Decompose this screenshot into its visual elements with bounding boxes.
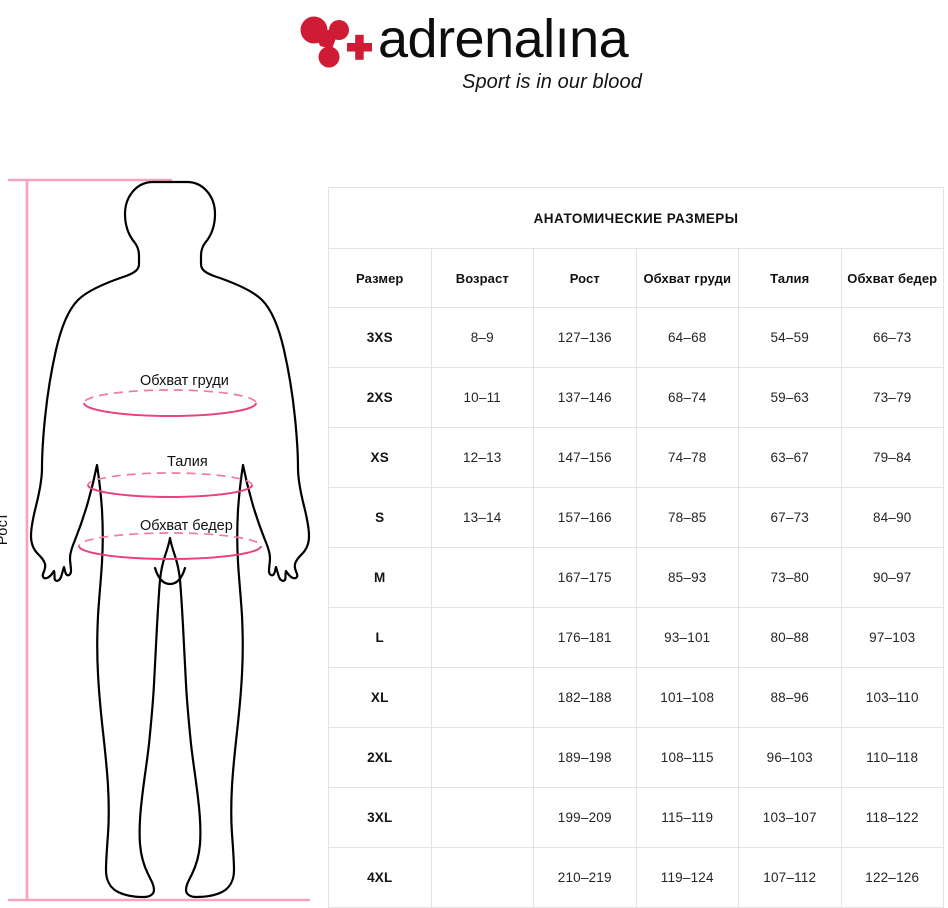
cell-height: 127–136 (533, 307, 637, 368)
cell-waist: 54–59 (738, 307, 842, 368)
cell-chest: 108–115 (635, 727, 739, 788)
cell-waist: 73–80 (738, 547, 842, 608)
waist-measure-label: Талия (167, 454, 208, 470)
cell-hips: 84–90 (840, 487, 944, 548)
table-column-header-row: Размер Возраст Рост Обхват груди Талия О… (328, 248, 944, 308)
anatomical-size-table: АНАТОМИЧЕСКИЕ РАЗМЕРЫ Размер Возраст Рос… (328, 187, 944, 908)
column-header-age: Возраст (430, 248, 534, 308)
cell-waist: 96–103 (738, 727, 842, 788)
size-table-container: АНАТОМИЧЕСКИЕ РАЗМЕРЫ Размер Возраст Рос… (328, 187, 944, 908)
table-row: 3XS 8–9 127–136 64–68 54–59 66–73 (328, 307, 944, 368)
hips-measure-label: Обхват бедер (140, 518, 233, 534)
cell-height: 189–198 (533, 727, 637, 788)
cell-hips: 118–122 (840, 787, 944, 848)
cell-age (430, 847, 534, 908)
table-body: 3XS 8–9 127–136 64–68 54–59 66–73 2XS 10–11 137–… (328, 307, 944, 908)
cell-age: 12–13 (430, 427, 534, 488)
cell-chest: 78–85 (635, 487, 739, 548)
cell-chest: 115–119 (635, 787, 739, 848)
cell-waist: 107–112 (738, 847, 842, 908)
cell-size: 2XS (328, 367, 432, 428)
chest-measure-ellipse (83, 389, 257, 417)
table-row: S 13–14 157–166 78–85 67–73 84–90 (328, 487, 944, 548)
cell-age (430, 607, 534, 668)
adrenalina-molecule-plus-icon (300, 16, 372, 68)
cell-waist: 80–88 (738, 607, 842, 668)
cell-age: 13–14 (430, 487, 534, 548)
cell-height: 199–209 (533, 787, 637, 848)
cell-size: XL (328, 667, 432, 728)
brand-logo: adrenalına Sport is in our blood (296, 9, 676, 98)
table-row: 3XL 199–209 115–119 103–107 118–122 (328, 787, 944, 848)
cell-chest: 74–78 (635, 427, 739, 488)
cell-size: S (328, 487, 432, 548)
cell-hips: 110–118 (840, 727, 944, 788)
cell-hips: 122–126 (840, 847, 944, 908)
cell-size: XS (328, 427, 432, 488)
cell-hips: 103–110 (840, 667, 944, 728)
brand-header: adrenalına Sport is in our blood (0, 0, 948, 110)
cell-height: 147–156 (533, 427, 637, 488)
column-header-size: Размер (328, 248, 432, 308)
cell-size: 3XL (328, 787, 432, 848)
cell-age (430, 547, 534, 608)
cell-chest: 119–124 (635, 847, 739, 908)
column-header-hips: Обхват бедер (840, 248, 944, 308)
table-row: 4XL 210–219 119–124 107–112 122–126 (328, 847, 944, 908)
cell-hips: 73–79 (840, 367, 944, 428)
column-header-chest: Обхват груди (635, 248, 739, 308)
cell-age: 10–11 (430, 367, 534, 428)
table-row: M 167–175 85–93 73–80 90–97 (328, 547, 944, 608)
cell-waist: 88–96 (738, 667, 842, 728)
cell-height: 210–219 (533, 847, 637, 908)
cell-size: 2XL (328, 727, 432, 788)
cell-chest: 101–108 (635, 667, 739, 728)
cell-size: L (328, 607, 432, 668)
cell-size: 3XS (328, 307, 432, 368)
table-row: 2XL 189–198 108–115 96–103 110–118 (328, 727, 944, 788)
cell-height: 167–175 (533, 547, 637, 608)
cell-chest: 85–93 (635, 547, 739, 608)
cell-size: M (328, 547, 432, 608)
cell-height: 176–181 (533, 607, 637, 668)
cell-waist: 103–107 (738, 787, 842, 848)
table-title-row: АНАТОМИЧЕСКИЕ РАЗМЕРЫ (328, 187, 944, 249)
human-body-outline-svg (8, 178, 311, 902)
waist-measure-ellipse (87, 472, 253, 498)
table-head: АНАТОМИЧЕСКИЕ РАЗМЕРЫ Размер Возраст Рос… (328, 187, 944, 308)
body-measurement-diagram: Обхват груди Талия Обхват бедер Рост (0, 150, 328, 904)
cell-chest: 64–68 (635, 307, 739, 368)
cell-age (430, 787, 534, 848)
cell-hips: 79–84 (840, 427, 944, 488)
chest-measure-label: Обхват груди (140, 373, 229, 389)
brand-wordmark: adrenalına (378, 9, 629, 69)
cell-waist: 59–63 (738, 367, 842, 428)
table-title: АНАТОМИЧЕСКИЕ РАЗМЕРЫ (328, 187, 944, 249)
table-row: XS 12–13 147–156 74–78 63–67 79–84 (328, 427, 944, 488)
cell-hips: 66–73 (840, 307, 944, 368)
body-silhouette-path (29, 180, 311, 899)
hips-measure-ellipse (78, 532, 262, 560)
cell-age: 8–9 (430, 307, 534, 368)
height-measure-label: Рост (0, 512, 12, 546)
table-row: L 176–181 93–101 80–88 97–103 (328, 607, 944, 668)
cell-size: 4XL (328, 847, 432, 908)
table-row: XL 182–188 101–108 88–96 103–110 (328, 667, 944, 728)
cell-height: 182–188 (533, 667, 637, 728)
column-header-height: Рост (533, 248, 637, 308)
column-header-waist: Талия (738, 248, 842, 308)
cell-waist: 67–73 (738, 487, 842, 548)
cell-chest: 68–74 (635, 367, 739, 428)
cell-age (430, 667, 534, 728)
height-guide-lines (8, 178, 310, 902)
cell-hips: 90–97 (840, 547, 944, 608)
cell-chest: 93–101 (635, 607, 739, 668)
brand-tagline: Sport is in our blood (462, 71, 642, 93)
cell-height: 157–166 (533, 487, 637, 548)
cell-waist: 63–67 (738, 427, 842, 488)
cell-height: 137–146 (533, 367, 637, 428)
table-row: 2XS 10–11 137–146 68–74 59–63 73–79 (328, 367, 944, 428)
cell-age (430, 727, 534, 788)
cell-hips: 97–103 (840, 607, 944, 668)
